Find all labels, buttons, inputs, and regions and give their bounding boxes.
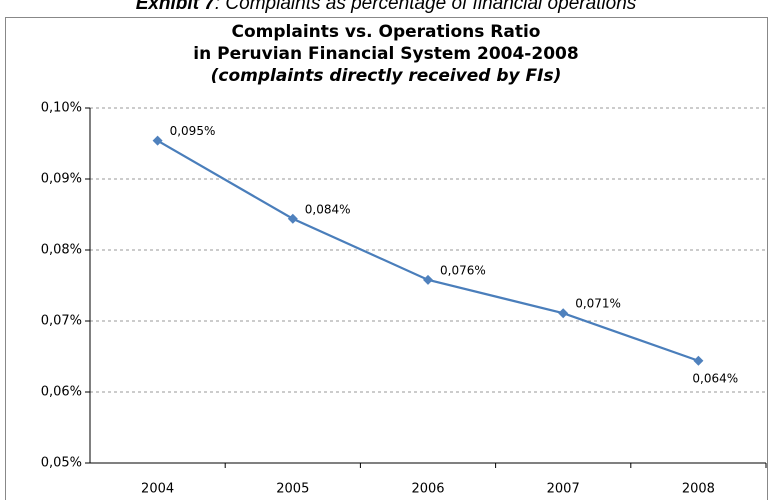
y-tick-label: 0,06%: [41, 385, 82, 400]
marker: [693, 355, 704, 366]
data-label: 0,076%: [440, 263, 486, 277]
marker: [423, 274, 433, 285]
data-label: 0,071%: [575, 297, 621, 311]
y-tick-label: 0,10%: [41, 101, 82, 116]
chart-frame: [5, 17, 768, 500]
x-tick-label: 2004: [141, 482, 174, 497]
x-tick-label: 2008: [682, 482, 715, 497]
chart-subtitle: (complaints directly received by FIs): [211, 66, 562, 86]
marker: [287, 213, 298, 224]
x-tick-label: 2006: [411, 482, 444, 497]
chart-title: in Peruvian Financial System 2004-2008: [193, 44, 578, 64]
marker: [558, 308, 569, 319]
caption-text: : Complaints as percentage of financial …: [215, 0, 637, 14]
x-tick-label: 2005: [276, 482, 309, 497]
data-label: 0,084%: [305, 202, 351, 216]
chart-title: Complaints vs. Operations Ratio: [232, 22, 541, 42]
caption: Exhibit 7: Complaints as percentage of f…: [136, 0, 637, 14]
caption-label: Exhibit 7: [136, 0, 217, 14]
y-tick-label: 0,07%: [41, 314, 82, 329]
y-tick-label: 0,09%: [41, 172, 82, 187]
marker: [152, 135, 163, 146]
data-label: 0,095%: [170, 124, 216, 138]
y-tick-label: 0,05%: [41, 456, 82, 471]
y-tick-label: 0,08%: [41, 243, 82, 258]
data-label: 0,064%: [692, 371, 738, 385]
x-tick-label: 2007: [547, 482, 580, 497]
